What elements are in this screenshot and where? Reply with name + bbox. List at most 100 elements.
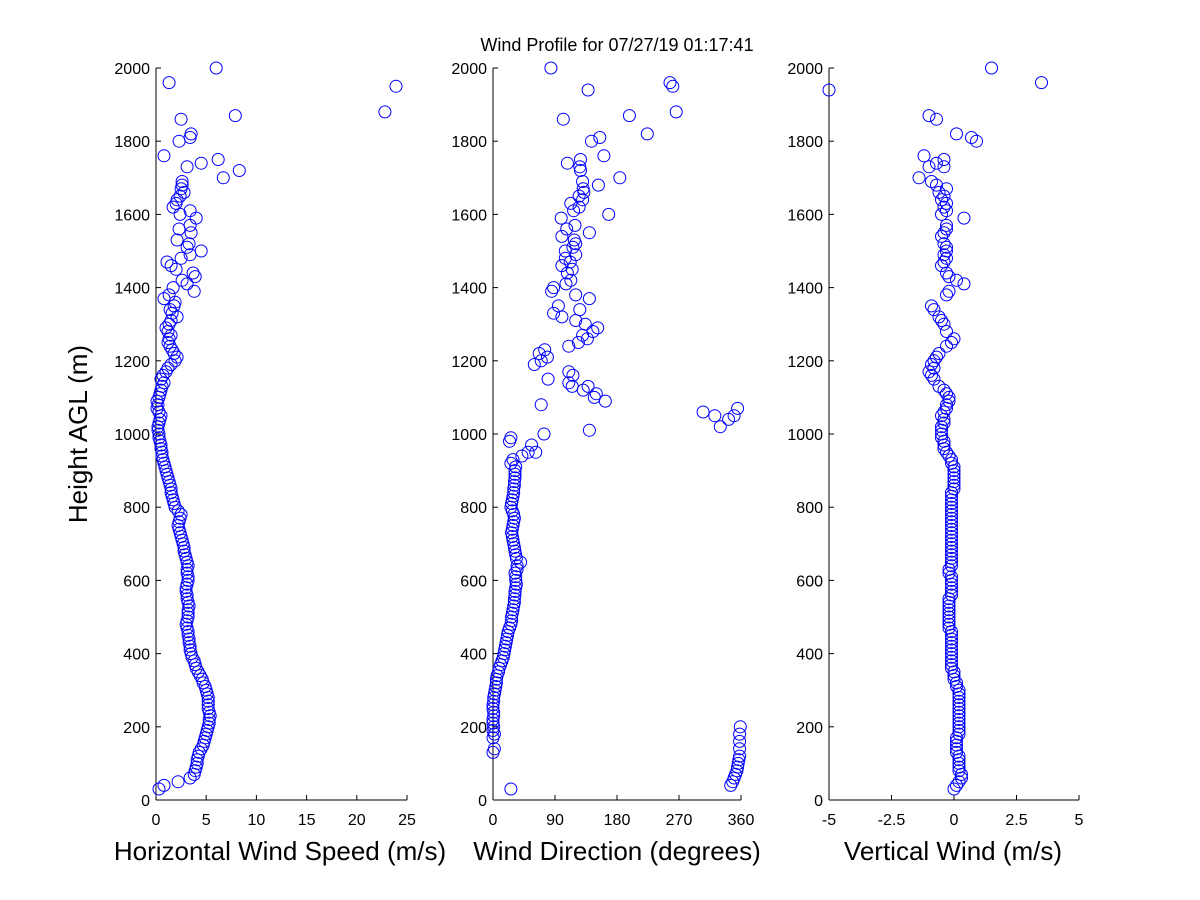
speed-data-point (170, 350, 184, 364)
direction-data-point (581, 379, 595, 393)
vertical-data-point (950, 127, 963, 141)
vertical-data-point (932, 185, 946, 199)
direction-data-point (505, 614, 519, 628)
vertical-data-point (947, 478, 961, 492)
direction-data-point (551, 299, 565, 313)
direction-data-point (733, 734, 747, 748)
direction-data-point (582, 226, 596, 240)
speed-y-tick-label: 200 (123, 720, 150, 737)
direction-data-point (733, 727, 747, 741)
direction-data-point (573, 303, 587, 317)
vertical-data-point (945, 625, 958, 639)
direction-data-point (508, 566, 522, 580)
vertical-data-point (945, 497, 958, 510)
direction-data-point (544, 61, 558, 75)
speed-data-point (216, 171, 230, 185)
vertical-data-point (947, 482, 961, 496)
vertical-data-point (945, 526, 958, 540)
vertical-data-point (952, 705, 966, 719)
direction-data-point (572, 189, 586, 203)
direction-data-point (582, 292, 596, 306)
vertical-y-tick-label: 800 (796, 500, 823, 517)
direction-data-point (504, 782, 518, 796)
direction-data-point (558, 244, 572, 258)
speed-data-point (201, 698, 215, 712)
speed-data-point (182, 237, 196, 251)
direction-data-point (562, 339, 576, 353)
speed-data-point (177, 185, 191, 199)
direction-data-point (731, 760, 745, 774)
direction-data-point (540, 350, 554, 364)
vertical-data-point (945, 555, 958, 569)
direction-x-tick-label: 270 (666, 812, 693, 829)
vertical-data-point (937, 160, 951, 174)
direction-data-point (547, 306, 561, 320)
direction-data-point (571, 336, 585, 349)
vertical-data-point (935, 314, 948, 327)
speed-data-point (209, 61, 223, 75)
vertical-data-point (942, 603, 956, 617)
vertical-data-point (940, 325, 953, 338)
speed-x-tick-label: 20 (348, 812, 366, 829)
speed-y-tick-label: 800 (123, 500, 150, 517)
direction-data-point (534, 398, 548, 412)
vertical-data-point (937, 189, 951, 203)
vertical-data-point (912, 171, 926, 185)
vertical-data-point (935, 259, 948, 273)
vertical-x-tick-label: 5 (1075, 812, 1084, 829)
speed-data-point (157, 778, 171, 792)
speed-data-point (152, 405, 166, 419)
vertical-data-point (935, 409, 948, 423)
speed-data-point (155, 379, 169, 393)
vertical-data-point (965, 131, 978, 144)
speed-data-point (155, 449, 169, 463)
vertical-data-point (947, 460, 961, 474)
vertical-data-point (952, 716, 966, 730)
speed-data-point (187, 284, 201, 298)
vertical-data-point (945, 508, 958, 521)
direction-data-point (559, 277, 573, 291)
speed-x-tick-label: 10 (248, 812, 266, 829)
speed-data-point (159, 321, 173, 335)
direction-data-point (508, 588, 522, 602)
vertical-data-point (952, 775, 966, 789)
speed-y-tick-label: 1600 (114, 207, 150, 224)
direction-data-point (574, 153, 587, 166)
speed-data-point (173, 189, 187, 203)
vertical-data-point (985, 61, 998, 75)
vertical-y-tick-label: 1000 (787, 427, 823, 444)
speed-data-point (186, 266, 200, 280)
vertical-data-point (947, 782, 961, 796)
direction-data-point (640, 127, 654, 141)
vertical-data-point (1035, 76, 1048, 90)
vertical-data-point (945, 548, 958, 562)
speed-data-point (190, 756, 204, 770)
speed-data-point (171, 775, 185, 789)
vertical-data-point (945, 636, 958, 650)
speed-data-point (183, 643, 197, 657)
vertical-data-point (955, 771, 968, 785)
vertical-data-point (935, 193, 948, 207)
speed-data-point (183, 771, 197, 785)
vertical-data-point (952, 713, 966, 726)
vertical-data-point (922, 160, 936, 174)
direction-data-point (713, 420, 727, 434)
vertical-y-tick-label: 1600 (787, 207, 823, 224)
vertical-data-point (940, 244, 953, 258)
direction-data-point (733, 749, 747, 763)
speed-y-tick-label: 600 (123, 573, 150, 590)
vertical-data-point (937, 405, 951, 419)
direction-data-point (486, 702, 500, 715)
direction-y-tick-label: 0 (478, 793, 487, 810)
vertical-data-point (945, 336, 958, 349)
vertical-data-point (945, 544, 958, 558)
vertical-panel: Vertical Wind (m/s) 0 200 400 600 800 1000 120… (787, 61, 1083, 866)
speed-data-point (188, 270, 202, 284)
vertical-data-point (952, 702, 966, 715)
speed-data-point (174, 112, 188, 126)
vertical-data-point (945, 519, 958, 532)
vertical-y-tick-label: 400 (796, 647, 823, 664)
direction-data-point (566, 368, 580, 382)
speed-data-point (167, 347, 181, 360)
direction-data-point (666, 79, 680, 93)
